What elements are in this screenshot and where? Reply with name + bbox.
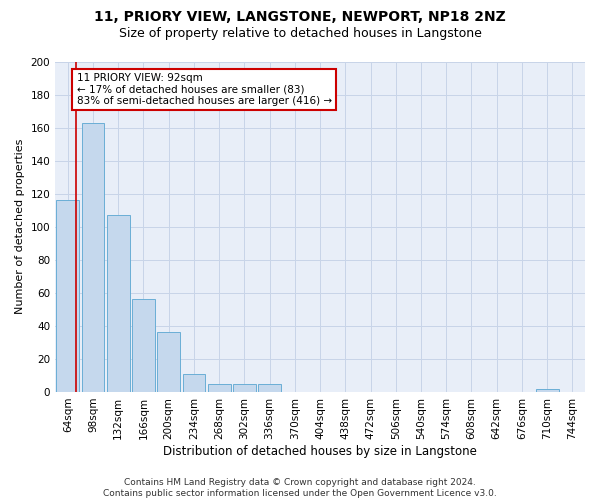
Bar xyxy=(536,388,559,392)
Text: Size of property relative to detached houses in Langstone: Size of property relative to detached ho… xyxy=(119,28,481,40)
Text: Contains HM Land Registry data © Crown copyright and database right 2024.
Contai: Contains HM Land Registry data © Crown c… xyxy=(103,478,497,498)
Bar xyxy=(258,384,281,392)
Text: 11 PRIORY VIEW: 92sqm
← 17% of detached houses are smaller (83)
83% of semi-deta: 11 PRIORY VIEW: 92sqm ← 17% of detached … xyxy=(77,73,332,106)
Bar xyxy=(182,374,205,392)
Bar xyxy=(56,200,79,392)
Bar xyxy=(82,122,104,392)
X-axis label: Distribution of detached houses by size in Langstone: Distribution of detached houses by size … xyxy=(163,444,477,458)
Text: 11, PRIORY VIEW, LANGSTONE, NEWPORT, NP18 2NZ: 11, PRIORY VIEW, LANGSTONE, NEWPORT, NP1… xyxy=(94,10,506,24)
Bar xyxy=(132,300,155,392)
Bar xyxy=(157,332,180,392)
Bar xyxy=(233,384,256,392)
Bar xyxy=(107,215,130,392)
Y-axis label: Number of detached properties: Number of detached properties xyxy=(15,139,25,314)
Bar xyxy=(208,384,230,392)
